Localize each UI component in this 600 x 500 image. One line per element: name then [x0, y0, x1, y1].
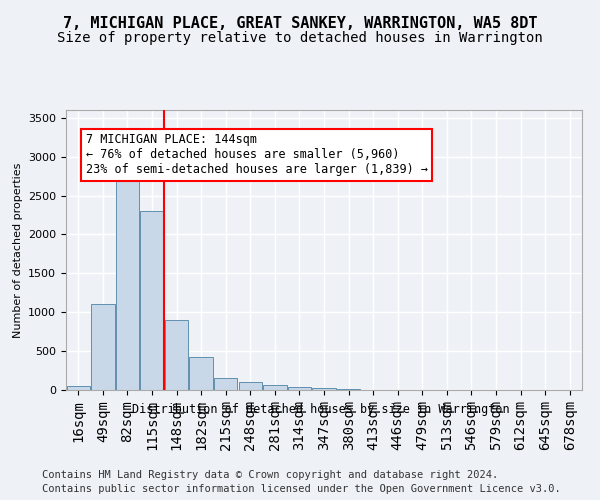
- Bar: [91, 304, 115, 390]
- Bar: [239, 382, 262, 390]
- Bar: [214, 378, 238, 390]
- Text: Contains HM Land Registry data © Crown copyright and database right 2024.: Contains HM Land Registry data © Crown c…: [42, 470, 498, 480]
- Bar: [288, 387, 311, 390]
- Text: Contains public sector information licensed under the Open Government Licence v3: Contains public sector information licen…: [42, 484, 561, 494]
- Bar: [313, 388, 335, 390]
- Text: 7, MICHIGAN PLACE, GREAT SANKEY, WARRINGTON, WA5 8DT: 7, MICHIGAN PLACE, GREAT SANKEY, WARRING…: [63, 16, 537, 31]
- Bar: [337, 389, 360, 390]
- Bar: [263, 386, 287, 390]
- Text: Distribution of detached houses by size in Warrington: Distribution of detached houses by size …: [132, 402, 510, 415]
- Text: Size of property relative to detached houses in Warrington: Size of property relative to detached ho…: [57, 31, 543, 45]
- Y-axis label: Number of detached properties: Number of detached properties: [13, 162, 23, 338]
- Bar: [140, 211, 164, 390]
- Bar: [165, 320, 188, 390]
- Bar: [116, 178, 139, 390]
- Text: 7 MICHIGAN PLACE: 144sqm
← 76% of detached houses are smaller (5,960)
23% of sem: 7 MICHIGAN PLACE: 144sqm ← 76% of detach…: [86, 134, 428, 176]
- Bar: [67, 386, 90, 390]
- Bar: [190, 358, 213, 390]
